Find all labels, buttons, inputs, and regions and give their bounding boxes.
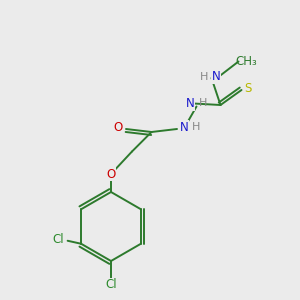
Text: N: N (186, 97, 195, 110)
Text: O: O (106, 167, 116, 181)
Text: Cl: Cl (53, 233, 64, 246)
Text: H: H (200, 71, 208, 82)
Text: CH₃: CH₃ (235, 55, 257, 68)
Text: H: H (199, 98, 207, 109)
Text: H: H (192, 122, 200, 133)
Text: O: O (114, 121, 123, 134)
Text: Cl: Cl (105, 278, 117, 292)
Text: N: N (212, 70, 220, 83)
Text: N: N (180, 121, 189, 134)
Text: S: S (244, 82, 251, 95)
